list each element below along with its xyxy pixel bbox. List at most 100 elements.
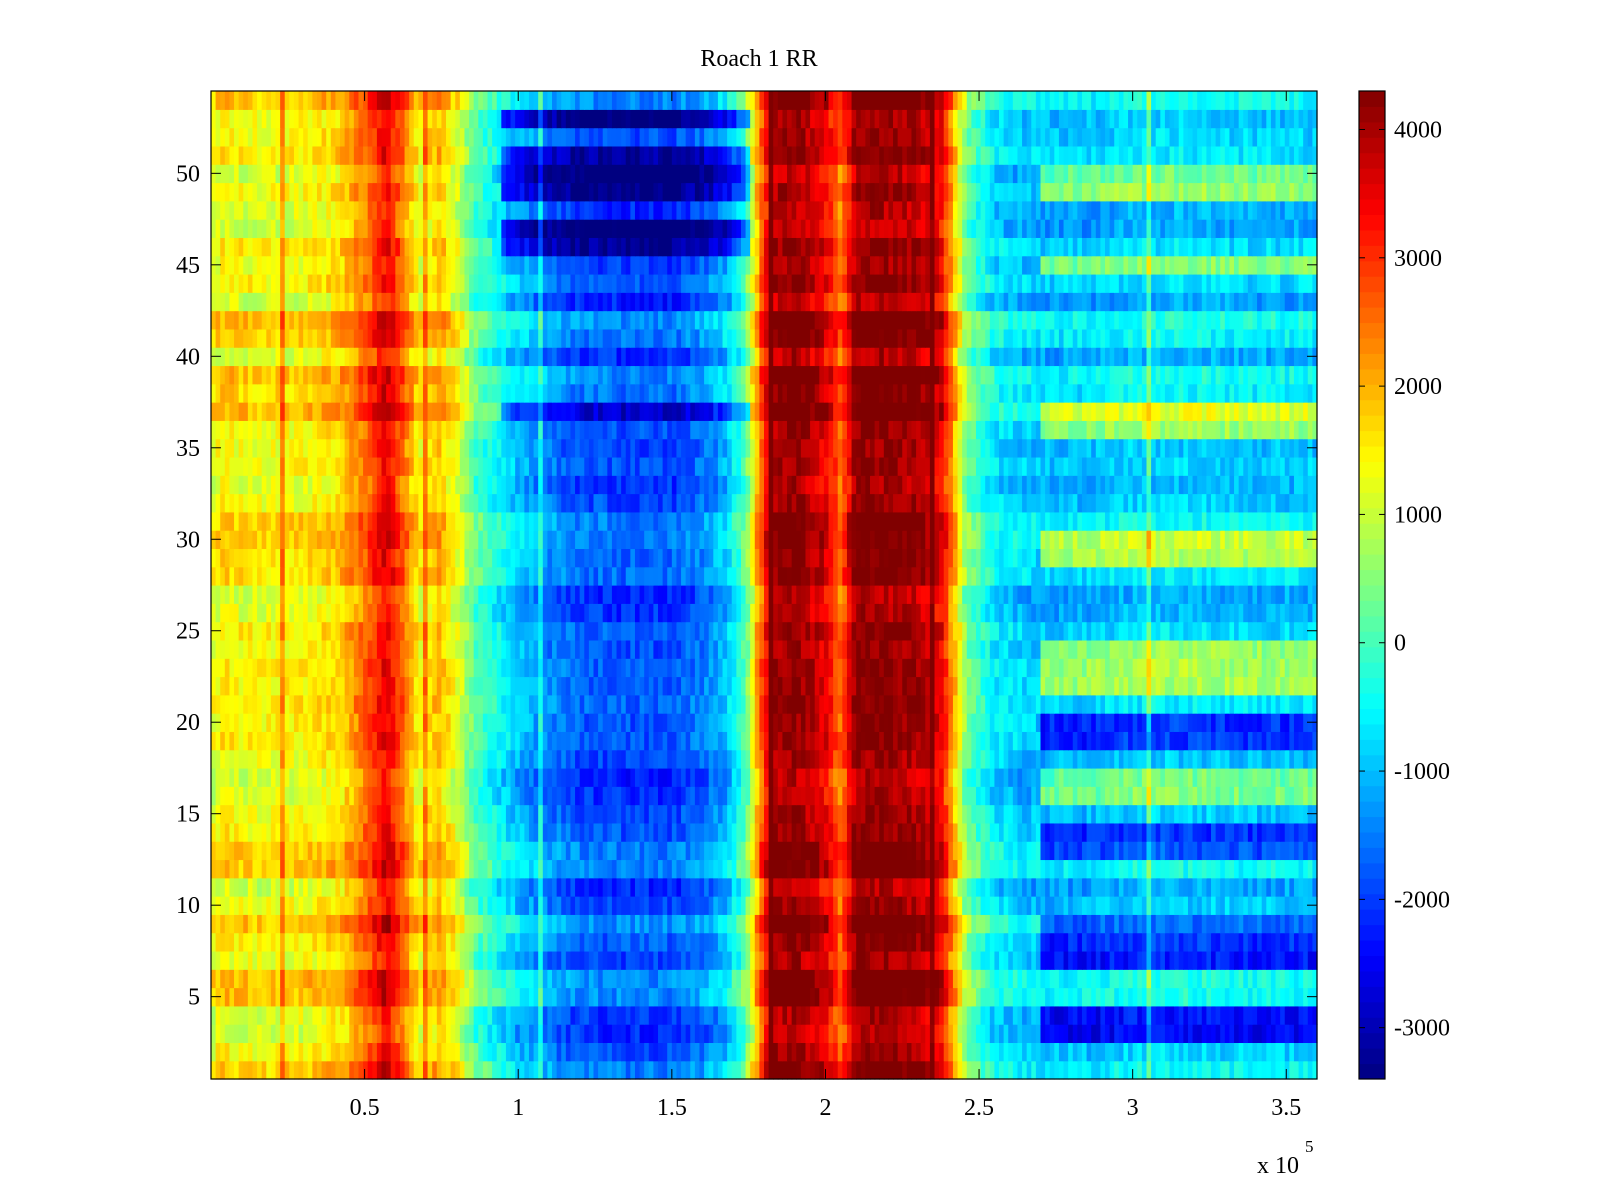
heatmap-cell [234,749,240,769]
heatmap-cell [644,859,650,879]
heatmap-cell [330,804,337,824]
heatmap-cell [330,877,337,897]
heatmap-cell [989,822,996,842]
heatmap-cell [390,731,396,751]
heatmap-cell [658,987,664,1007]
heatmap-cell [819,932,825,952]
heatmap-cell [261,877,267,897]
heatmap-cell [1224,1024,1231,1044]
heatmap-cell [436,786,443,806]
heatmap-cell [528,1005,535,1025]
heatmap-cell [1266,914,1272,934]
heatmap-cell [658,1042,664,1062]
heatmap-cell [681,1042,687,1062]
heatmap-cell [800,987,807,1007]
heatmap-cell [298,896,304,915]
heatmap-cell [989,1005,996,1025]
heatmap-cell [1109,749,1115,769]
heatmap-cell [602,914,608,934]
heatmap-cell [1045,804,1051,824]
heatmap-cell [833,859,839,879]
heatmap-cell [865,932,871,952]
heatmap-cell [1137,1042,1143,1062]
heatmap-cell [1169,1024,1175,1044]
heatmap-cell [326,694,332,714]
heatmap-cell [330,969,337,989]
heatmap-cell [593,950,599,970]
heatmap-cell [284,767,290,787]
heatmap-cell [1008,950,1014,970]
heatmap-cell [667,950,673,970]
heatmap-cell [450,822,456,842]
heatmap-cell [690,987,696,1007]
heatmap-cell [1293,1005,1300,1025]
heatmap-cell [694,822,701,842]
heatmap-cell [1123,896,1129,915]
heatmap-cell [575,786,581,806]
heatmap-cell [1072,694,1078,714]
heatmap-cell [1257,969,1263,989]
heatmap-cell [902,859,908,879]
heatmap-cell [284,969,290,989]
heatmap-cell [667,694,673,714]
heatmap-cell [621,950,627,970]
heatmap-cell [971,950,977,970]
heatmap-cell [1081,1005,1088,1025]
heatmap-cell [681,804,687,824]
heatmap-cell [344,749,350,769]
heatmap-cell [1012,859,1019,879]
heatmap-cell [1275,1005,1281,1025]
heatmap-cell [952,767,959,787]
heatmap-cell [846,987,853,1007]
heatmap-cell [335,767,341,787]
heatmap-cell [270,731,277,751]
heatmap-cell [810,932,816,952]
heatmap-cell [1178,1060,1184,1080]
heatmap-cell [934,767,940,787]
heatmap-cell [662,914,668,934]
heatmap-cell [810,1005,816,1025]
heatmap-cell [358,731,364,751]
heatmap-cell [851,987,857,1007]
heatmap-cell [754,987,760,1007]
heatmap-cell [699,1042,705,1062]
heatmap-cell [1022,804,1028,824]
heatmap-cell [1137,896,1143,915]
heatmap-cell [1243,1005,1249,1025]
heatmap-cell [215,914,221,934]
heatmap-cell [455,731,461,751]
heatmap-cell [920,731,926,751]
heatmap-cell [975,767,982,787]
heatmap-cell [524,877,530,897]
heatmap-cell [344,1024,350,1044]
heatmap-cell [298,1042,304,1062]
heatmap-cell [363,713,369,732]
heatmap-cell [874,859,880,879]
heatmap-cell [312,969,318,989]
heatmap-cell [759,1005,765,1025]
heatmap-cell [1003,841,1009,861]
heatmap-cell [888,896,894,915]
heatmap-cell [372,713,378,732]
heatmap-cell [1063,1005,1069,1025]
heatmap-cell [289,859,295,879]
heatmap-cell [1275,1042,1281,1062]
heatmap-cell [284,694,290,714]
heatmap-cell [1003,1024,1009,1044]
heatmap-cell [413,1060,419,1080]
heatmap-cell [422,786,429,806]
heatmap-cell [1234,1024,1240,1044]
heatmap-cell [1118,731,1125,751]
heatmap-cell [280,749,286,769]
heatmap-cell [764,932,770,952]
heatmap-cell [257,841,263,861]
heatmap-cell [579,914,585,934]
heatmap-cell [764,804,770,824]
heatmap-cell [307,767,313,787]
heatmap-cell [722,841,728,861]
heatmap-cell [823,896,830,915]
heatmap-cell [533,841,539,861]
heatmap-cell [920,1042,926,1062]
heatmap-cell [418,804,424,824]
heatmap-cell [1012,1005,1019,1025]
